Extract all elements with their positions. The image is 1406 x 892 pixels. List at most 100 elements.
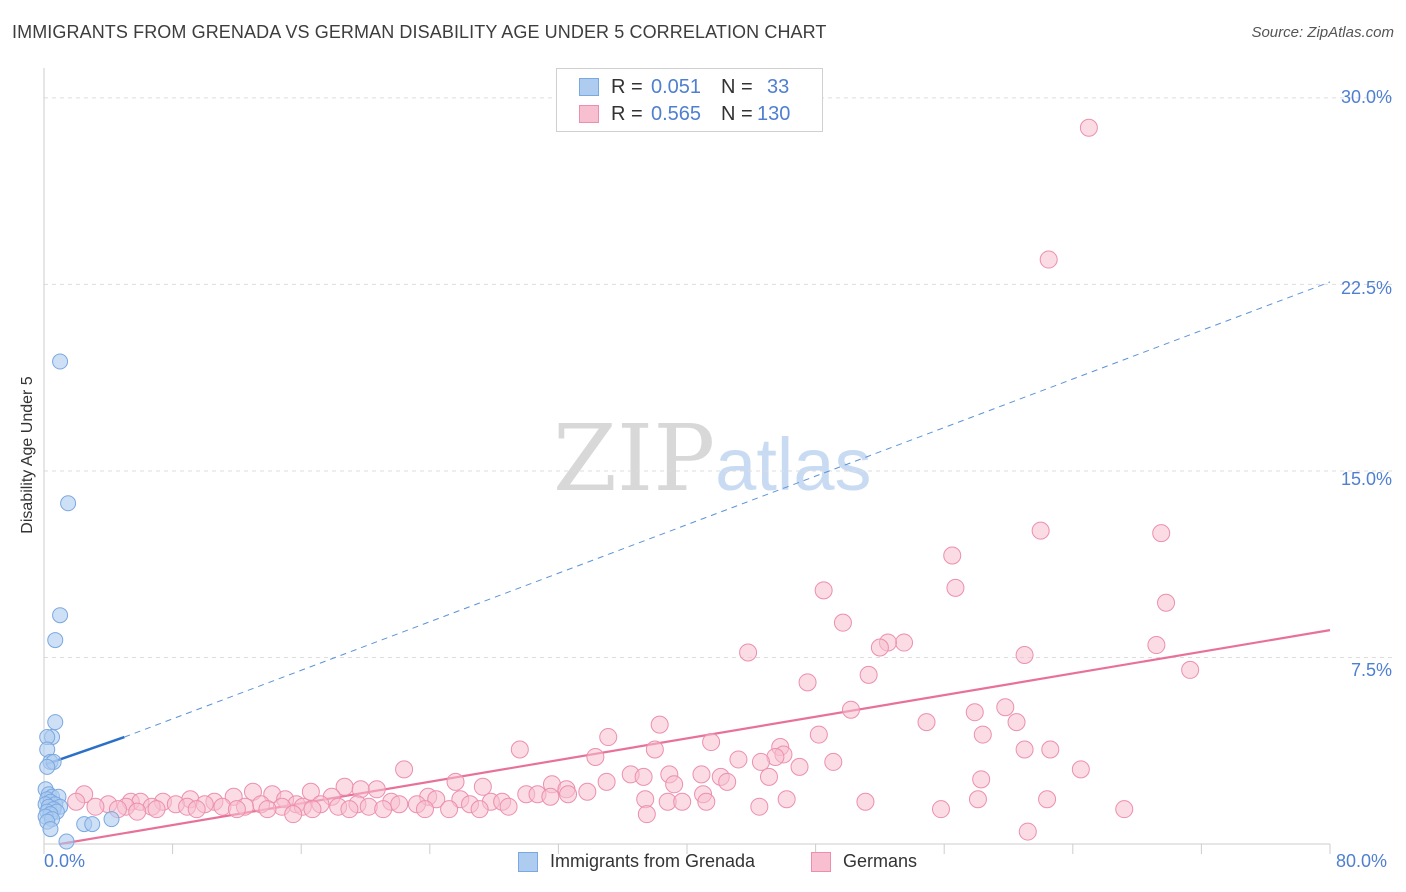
german-point	[1038, 790, 1057, 809]
german-point	[645, 740, 664, 759]
german-point	[1152, 524, 1171, 543]
german-point	[946, 578, 965, 597]
german-point	[1071, 760, 1090, 779]
german-point	[470, 800, 489, 819]
german-point	[427, 790, 446, 809]
german-point	[814, 581, 833, 600]
german-point	[395, 760, 414, 779]
german-point	[809, 725, 828, 744]
legend-label: Germans	[843, 851, 918, 871]
german-point	[1031, 521, 1050, 540]
german-point	[258, 800, 277, 819]
german-point	[1147, 636, 1166, 655]
y-tick-label: 30.0%	[1340, 87, 1392, 107]
german-point	[597, 772, 616, 791]
german-point	[718, 772, 737, 791]
german-point	[367, 780, 386, 799]
r-value: 0.565	[651, 102, 702, 125]
grenada-point	[60, 495, 77, 512]
german-point	[917, 713, 936, 732]
german-point	[972, 770, 991, 789]
grenada-point	[39, 758, 56, 775]
y-tick-label: 7.5%	[1350, 660, 1392, 680]
german-point	[1181, 660, 1200, 679]
germans-points	[67, 118, 1200, 841]
grenada-point	[47, 632, 64, 649]
legend-label: Immigrants from Grenada	[550, 851, 756, 871]
german-point	[510, 740, 529, 759]
trend-lines	[45, 281, 1331, 846]
grid-lines	[44, 97, 1392, 658]
german-point	[673, 792, 692, 811]
german-point	[931, 800, 950, 819]
grenada-point	[42, 821, 59, 838]
german-point	[351, 780, 370, 799]
axes	[43, 68, 1331, 854]
german-point	[702, 733, 721, 752]
german-point	[751, 752, 770, 771]
german-point	[996, 698, 1015, 717]
german-point	[67, 792, 86, 811]
y-tick-label: 22.5%	[1340, 278, 1392, 298]
german-point	[340, 800, 359, 819]
german-point	[943, 546, 962, 565]
legend-row-germans: R = 0.565 N = 130	[579, 102, 790, 126]
german-point	[1015, 645, 1034, 664]
german-point	[303, 800, 322, 819]
german-point	[1079, 118, 1098, 137]
source-label: Source: ZipAtlas.com	[1251, 24, 1394, 41]
german-point	[798, 673, 817, 692]
german-point	[965, 703, 984, 722]
german-point	[650, 715, 669, 734]
german-point	[1007, 713, 1026, 732]
german-point	[301, 782, 320, 801]
grenada-point	[58, 833, 75, 850]
grenada-point	[52, 607, 69, 624]
german-point	[739, 643, 758, 662]
german-point	[440, 800, 459, 819]
german-point	[859, 665, 878, 684]
grenada-point	[103, 811, 120, 828]
german-point	[499, 797, 518, 816]
german-point	[586, 747, 605, 766]
german-point	[968, 790, 987, 809]
grenada-point	[52, 353, 69, 370]
german-point	[1115, 800, 1134, 819]
german-point	[1015, 740, 1034, 759]
n-value: 130	[757, 102, 791, 125]
legend-row-grenada: R = 0.051 N = 33	[579, 75, 789, 99]
german-point	[856, 792, 875, 811]
german-point	[187, 800, 206, 819]
german-point	[729, 750, 748, 769]
german-point	[1041, 740, 1060, 759]
german-point	[790, 757, 809, 776]
german-point	[227, 800, 246, 819]
x-tick-label: 0.0%	[44, 851, 86, 871]
german-point	[599, 728, 618, 747]
german-point	[636, 790, 655, 809]
y-tick-label: 15.0%	[1340, 469, 1392, 489]
german-point	[692, 765, 711, 784]
bottom-legend-germans: Germans	[811, 851, 917, 872]
german-point	[777, 790, 796, 809]
r-label: R =	[611, 75, 643, 98]
r-value: 0.051	[651, 75, 702, 98]
bottom-legend-grenada: Immigrants from Grenada	[518, 851, 755, 872]
german-point	[446, 772, 465, 791]
german-point	[1157, 593, 1176, 612]
german-point	[374, 800, 393, 819]
german-point	[86, 797, 105, 816]
german-point	[750, 797, 769, 816]
german-point	[541, 787, 560, 806]
german-point	[833, 613, 852, 632]
german-point	[634, 767, 653, 786]
german-point	[973, 725, 992, 744]
n-label: N =	[721, 102, 753, 125]
grenada-point	[84, 816, 101, 833]
german-point	[697, 792, 716, 811]
n-label: N =	[721, 75, 753, 98]
blue-swatch	[518, 851, 538, 872]
chart-title: IMMIGRANTS FROM GRENADA VS GERMAN DISABI…	[12, 22, 827, 42]
german-point	[147, 800, 166, 819]
